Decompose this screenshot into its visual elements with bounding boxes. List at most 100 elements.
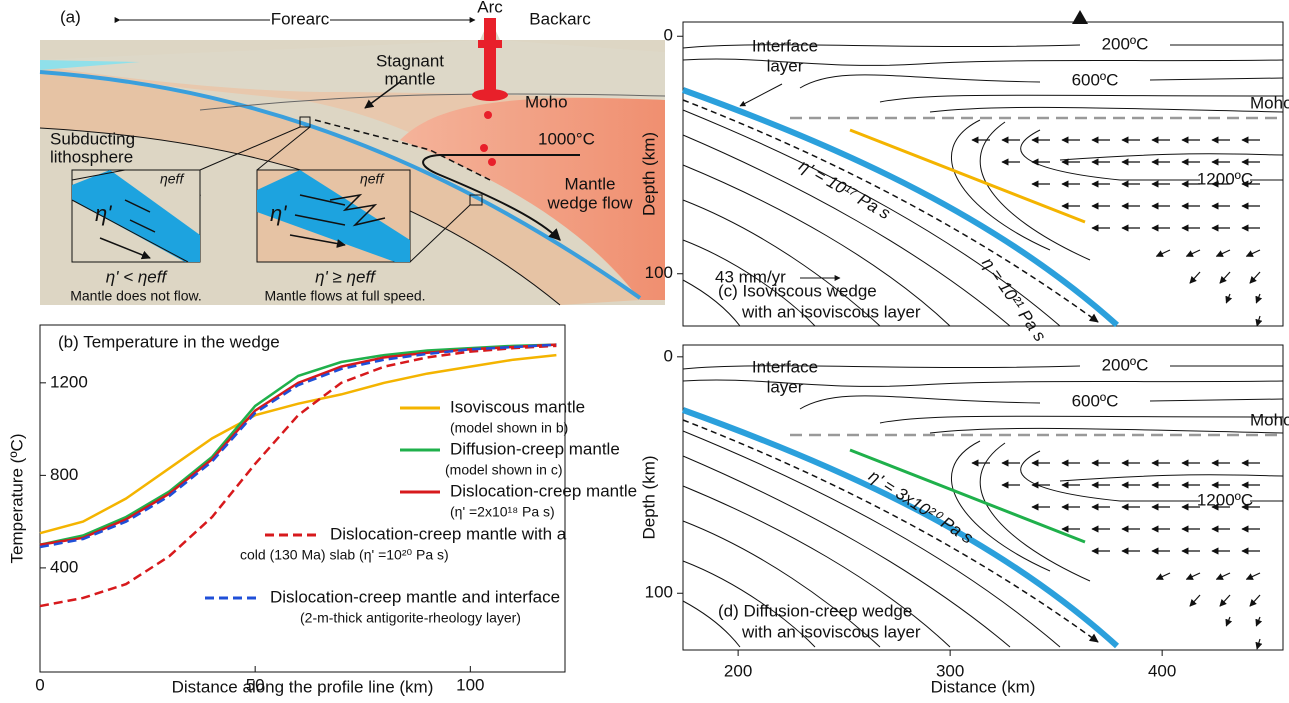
symbol: η': [270, 201, 287, 226]
flow-arrow: [1225, 616, 1233, 627]
panel-title: (d) Diffusion-creep wedge: [718, 601, 912, 620]
flow-arrow: [1185, 249, 1201, 257]
flow-field: [971, 136, 1263, 327]
legend-label: Dislocation-creep mantle and interface: [270, 587, 560, 606]
panel-label: (a): [60, 7, 81, 26]
flow-arrow: [1189, 594, 1201, 607]
arc-conduit: [484, 18, 496, 96]
x-tick-label: 400: [1148, 661, 1176, 680]
region-label: Arc: [477, 0, 503, 16]
flow-arrow: [1255, 315, 1263, 327]
isotherm-label: 1200ºC: [1197, 169, 1253, 188]
moho-label: Moho: [1250, 410, 1289, 429]
x-tick-label: 50: [246, 675, 265, 694]
flow-arrow: [1189, 271, 1201, 284]
legend-description: (model shown in c): [445, 462, 563, 478]
flow-arrow: [1185, 572, 1201, 580]
label: Moho: [525, 92, 568, 111]
flow-arrow: [1225, 293, 1233, 304]
caption: Mantle does not flow.: [70, 288, 202, 304]
zoom-line: [409, 204, 471, 263]
arc-marker: [1072, 10, 1088, 24]
stagnant-arrow: [364, 81, 401, 109]
melt-drop: [484, 111, 492, 119]
y-tick-label: 400: [50, 557, 78, 576]
crust: [40, 18, 665, 100]
arc-chamber: [478, 40, 502, 48]
label: Stagnant: [376, 51, 444, 70]
symbol: ηeff: [360, 171, 385, 187]
layer-flow: [682, 419, 1099, 643]
panel-a: (a) Forearc Arc Backarc Stagnant mantle …: [39, 0, 666, 306]
x-tick-label: 0: [35, 675, 44, 694]
inset-left: [71, 169, 201, 262]
legend-description: (model shown in b): [450, 420, 568, 436]
stagnant-boundary: [314, 119, 491, 181]
flow-arrow: [1249, 594, 1261, 607]
y-axis-label: Depth (km): [639, 132, 658, 216]
plot-frame: [682, 21, 1284, 327]
panel-title: with an isoviscous layer: [741, 302, 921, 321]
legend-label: Isoviscous mantle: [450, 397, 585, 416]
legend-label: Diffusion-creep mantle: [450, 439, 620, 458]
legend-label: Dislocation-creep mantle: [450, 481, 637, 500]
annotation: 43 mm/yr: [715, 267, 786, 286]
profile-line: [849, 448, 1086, 544]
series-line: [39, 343, 557, 549]
flow-arrow: [1245, 572, 1261, 580]
x-axis-label: Distance along the profile line (km): [172, 677, 434, 696]
flow-arrow: [1155, 572, 1171, 580]
y-tick-label: 0: [664, 26, 673, 45]
annotation: Interface: [752, 357, 818, 376]
inset-right: [256, 169, 411, 263]
y-tick-label: 100: [645, 583, 673, 602]
symbol: ηeff: [160, 171, 185, 187]
panel-title: with an isoviscous layer: [741, 622, 921, 641]
isotherm-label: 200ºC: [1102, 355, 1149, 374]
panel-d: 0 100 200 300 400 Distance (km) Depth (km): [639, 344, 1284, 696]
zoom-box: [469, 194, 483, 206]
flow-arrow: [1219, 271, 1231, 284]
zoom-line: [199, 126, 301, 171]
x-axis-label: Distance (km): [931, 677, 1036, 696]
flow-arrow: [1255, 638, 1263, 650]
legend-label: Dislocation-creep mantle with a: [330, 524, 567, 543]
legend-description: (2-m-thick antigorite-rheology layer): [300, 610, 521, 626]
label: 1000°C: [538, 129, 595, 148]
flow-arrow: [1255, 616, 1263, 627]
legend-description: (η' =2x10¹⁸ Pa s): [450, 504, 555, 520]
x-tick-label: 100: [456, 675, 484, 694]
leader: [739, 83, 783, 107]
melt-drop: [488, 158, 496, 166]
label: wedge flow: [546, 193, 633, 212]
lithosphere: [40, 74, 640, 305]
flow-field: [971, 459, 1263, 650]
y-tick-label: 800: [50, 465, 78, 484]
flow-arrow: [1255, 293, 1263, 304]
isotherm-label: 600ºC: [1072, 391, 1119, 410]
y-axis-label: Depth (km): [639, 455, 658, 539]
y-tick-label: 1200: [50, 372, 88, 391]
flow-arrow: [1215, 572, 1231, 580]
series-line: [39, 353, 557, 535]
label: Subducting: [50, 129, 135, 148]
y-tick-label: 100: [645, 263, 673, 282]
plot-frame: [39, 324, 566, 673]
panel-b: 0 50 100 400 800 1200 Distance along the profi…: [7, 332, 637, 696]
hot-mantle: [400, 98, 665, 300]
label: lithosphere: [50, 147, 133, 166]
region-label: Forearc: [271, 9, 330, 28]
symbol: η': [95, 201, 112, 226]
flow-arrow: [1219, 594, 1231, 607]
layer-flow: [682, 99, 1099, 323]
flow-arrow: [1215, 249, 1231, 257]
zoom-line: [256, 126, 311, 171]
label: mantle: [384, 69, 435, 88]
panel-c: 0 100 Depth (km): [639, 10, 1284, 328]
relation: η' ≥ ηeff: [315, 267, 377, 286]
ocean: [40, 60, 140, 70]
annotation: layer: [767, 377, 804, 396]
label: Mantle: [564, 174, 615, 193]
flow-arrow: [1155, 249, 1171, 257]
annotation: layer: [767, 56, 804, 75]
